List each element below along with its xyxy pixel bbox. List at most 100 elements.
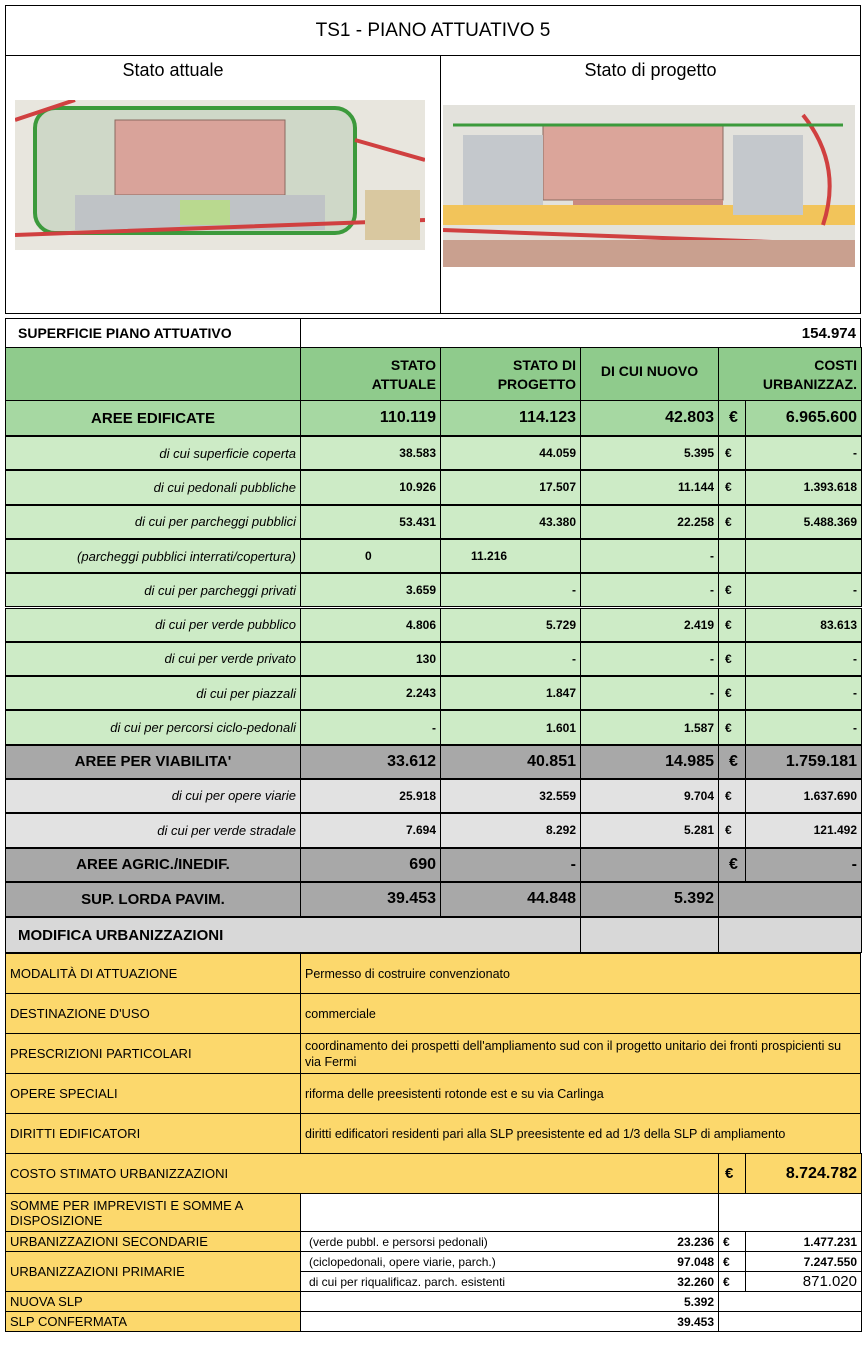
value: 690: [409, 855, 436, 873]
euro-sign: €: [725, 480, 732, 495]
amount: 871.020: [802, 1273, 857, 1290]
value-cell: 7.694: [300, 812, 441, 848]
info-label: DIRITTI EDIFICATORI: [10, 1126, 141, 1141]
value: 114.123: [519, 409, 576, 426]
value-cell: 42.803: [580, 400, 719, 436]
amount-cell: 871.020: [745, 1271, 862, 1292]
row-label: AREE PER VIABILITA': [74, 753, 232, 771]
info-label: OPERE SPECIALI: [10, 1086, 118, 1101]
value-cell: [580, 847, 719, 882]
blank-cell: [718, 917, 862, 953]
urb-label-cell: URBANIZZAZIONI SECONDARIE: [5, 1231, 301, 1252]
cost-value-cell: 8.724.782: [745, 1153, 862, 1194]
value: 2.419: [683, 617, 714, 632]
cost-cell: -: [745, 710, 862, 745]
cost-value: 5.488.369: [803, 514, 857, 529]
euro-cell: €: [718, 744, 746, 779]
value-cell: 5.281: [580, 812, 719, 848]
value-cell: 14.985: [580, 744, 719, 779]
value-cell: 33.612: [300, 744, 441, 779]
value: 10.926: [399, 480, 436, 495]
column-header: STATO ATTUALE: [371, 357, 436, 392]
value-cell: 130: [300, 641, 441, 677]
value: 32.559: [539, 788, 576, 803]
row-label-cell: di cui pedonali pubbliche: [5, 470, 301, 505]
value: 43.380: [539, 514, 576, 529]
info-text: coordinamento dei prospetti dell'ampliam…: [305, 1038, 842, 1069]
row-label: di cui per parcheggi pubblici: [134, 514, 296, 530]
amount-cell: 1.477.231: [745, 1231, 862, 1252]
row-label: (parcheggi pubblici interrati/copertura): [77, 548, 296, 564]
value-cell: 43.380: [440, 504, 581, 539]
value-cell: 2.419: [580, 607, 719, 642]
value-cell: 5.395: [580, 436, 719, 471]
row-label: AREE EDIFICATE: [91, 409, 215, 427]
value: 4.806: [405, 617, 436, 632]
cost-value: -: [851, 855, 857, 873]
blank-cell: [580, 917, 719, 953]
cost-value: 83.613: [820, 617, 857, 632]
slp-value: 39.453: [677, 1314, 714, 1329]
euro-sign: €: [723, 1254, 730, 1269]
urb-sec-cell: (verde pubbl. e persorsi pedonali) 23.236: [300, 1231, 719, 1252]
row-label-cell: (parcheggi pubblici interrati/copertura): [5, 538, 301, 574]
value: 44.059: [539, 446, 576, 461]
slp-label-cell: NUOVA SLP: [5, 1291, 301, 1312]
surface-label: SUPERFICIE PIANO ATTUATIVO: [18, 325, 232, 341]
value-cell: 9.704: [580, 778, 719, 813]
value: 130: [415, 651, 436, 666]
row-label-cell: AREE PER VIABILITA': [5, 744, 301, 779]
cost-cell: 1.637.690: [745, 778, 862, 813]
value-cell: 1.587: [580, 710, 719, 745]
euro-cell: €: [718, 778, 746, 813]
map-project: [443, 105, 855, 267]
surface-value: 154.974: [801, 324, 856, 342]
cost-value: 6.965.600: [785, 409, 857, 426]
row-label: AREE AGRIC./INEDIF.: [76, 856, 230, 874]
note: di cui per riqualificaz. parch. esistent…: [309, 1274, 506, 1289]
value: 8.292: [545, 823, 576, 838]
somme-cell: SOMME PER IMPREVISTI E SOMME A DISPOSIZI…: [5, 1193, 301, 1232]
row-label-cell: di cui per verde pubblico: [5, 607, 301, 642]
row-label: di cui per verde privato: [164, 651, 296, 667]
cost-value: -: [853, 583, 857, 598]
image-label: Stato attuale: [122, 60, 224, 80]
row-label: di cui per verde pubblico: [155, 617, 296, 633]
row-label-cell: di cui per percorsi ciclo-pedonali: [5, 710, 301, 745]
value-cell: 40.851: [440, 744, 581, 779]
cost-cell: -: [745, 573, 862, 608]
image-label: Stato di progetto: [584, 60, 717, 80]
info-label-cell: PRESCRIZIONI PARTICOLARI: [5, 1033, 301, 1074]
euro-sign: €: [723, 1234, 730, 1249]
value: -: [572, 651, 576, 666]
value-cell: 2.243: [300, 676, 441, 711]
cost-label-cell: COSTO STIMATO URBANIZZAZIONI: [5, 1153, 719, 1194]
info-label-cell: OPERE SPECIALI: [5, 1073, 301, 1114]
euro-cell: €: [718, 1231, 746, 1252]
value: -: [710, 583, 714, 598]
cost-cell: -: [745, 641, 862, 677]
cost-value: -: [853, 446, 857, 461]
slp-label-cell: SLP CONFERMATA: [5, 1311, 301, 1332]
euro-cell: €: [718, 710, 746, 745]
blank-cell: [718, 1311, 862, 1332]
value: 7.694: [405, 823, 436, 838]
row-label-cell: di cui per opere viarie: [5, 778, 301, 813]
cost-value: 8.724.782: [785, 1164, 857, 1182]
value-cell: 44.848: [440, 881, 581, 917]
column-header: DI CUI NUOVO: [600, 362, 699, 379]
value: 38.583: [399, 446, 436, 461]
urb-label: URBANIZZAZIONI PRIMARIE: [10, 1264, 185, 1279]
value-cell: 25.918: [300, 778, 441, 813]
euro-cell: [718, 538, 746, 574]
euro-cell: €: [718, 676, 746, 711]
slp-label: SLP CONFERMATA: [10, 1314, 128, 1329]
value-cell: 110.119: [300, 400, 441, 436]
header-cell: [5, 347, 301, 401]
cost-value: 121.492: [813, 823, 857, 838]
value: -: [432, 720, 436, 735]
cost-value: 1.637.690: [803, 788, 857, 803]
value-cell: 10.926: [300, 470, 441, 505]
column-header: STATO DI PROGETTO: [497, 357, 576, 392]
value-cell: 32.559: [440, 778, 581, 813]
